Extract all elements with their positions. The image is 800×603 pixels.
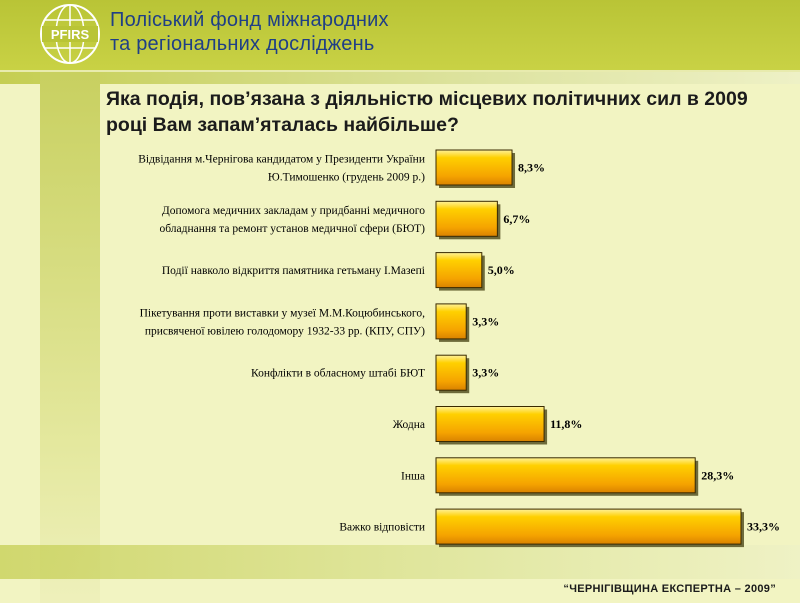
bar-group: 5,0% Події навколо відкриття памятника ге… <box>162 252 515 291</box>
bar-group: 6,7% Допомога медичних закладам у придбан… <box>159 200 530 240</box>
bar <box>435 457 696 494</box>
organization-name: Поліський фонд міжнародних та регіональн… <box>110 8 389 56</box>
bar-group: 8,3% Відвідання м.Чернігова кандидатом у … <box>138 149 545 188</box>
data-label: 28,3% <box>701 468 734 482</box>
logo-text: PFIRS <box>51 27 90 42</box>
bar <box>435 406 545 442</box>
bar <box>435 303 467 340</box>
header-divider <box>0 70 800 72</box>
bar <box>435 508 742 545</box>
footer-caption: “ЧЕРНІГІВЩИНА ЕКСПЕРТНА – 2009” <box>563 583 776 595</box>
category-label: Важко відповісти <box>339 522 425 534</box>
decorative-band-bottom <box>0 545 800 579</box>
decorative-stripe-top <box>0 72 800 84</box>
bar-group: 3,3% Конфлікти в обласному штабі БЮТ <box>251 354 499 394</box>
category-label: Відвідання м.Чернігова кандидатом у През… <box>138 154 425 166</box>
org-name-line-1: Поліський фонд міжнародних <box>110 9 389 31</box>
bar-group: 33,3% Важко відповісти <box>339 508 780 548</box>
category-label: Жодна <box>393 419 425 431</box>
bar <box>435 252 483 289</box>
data-label: 5,0% <box>488 263 515 277</box>
bar <box>435 354 467 391</box>
bar <box>435 200 498 237</box>
bar-group: 3,3% Пікетування проти виставки у музеї М… <box>140 303 499 342</box>
category-label: Пікетування проти виставки у музеї М.М.К… <box>140 307 426 319</box>
data-label: 3,3% <box>472 314 499 328</box>
category-label: обладнання та ремонт установ медичної сф… <box>159 223 425 235</box>
data-label: 33,3% <box>747 520 780 534</box>
data-label: 6,7% <box>503 212 530 226</box>
data-label: 8,3% <box>518 161 545 175</box>
category-label: присвяченої ювілею голодомору 1932-33 рр… <box>145 325 425 337</box>
decorative-band-left <box>40 72 100 603</box>
category-label: Допомога медичних закладам у придбанні м… <box>162 205 425 217</box>
category-label: Ю.Тимошенко (грудень 2009 р.) <box>268 172 425 184</box>
bar-group: 28,3% Інша <box>401 457 734 496</box>
org-name-line-2: та регіональних досліджень <box>110 33 375 55</box>
category-label: Події навколо відкриття памятника гетьма… <box>162 265 425 277</box>
data-label: 3,3% <box>472 366 499 380</box>
category-label: Інша <box>401 470 425 482</box>
category-label: Конфлікти в обласному штабі БЮТ <box>251 368 425 380</box>
bar-group: 11,8% Жодна <box>393 406 582 445</box>
chart-title: Яка подія, пов’язана з діяльністю місцев… <box>106 88 748 136</box>
header-bar: PFIRS Поліський фонд міжнародних та регі… <box>0 0 800 72</box>
data-label: 11,8% <box>550 417 582 431</box>
pfirs-logo: PFIRS <box>40 4 100 64</box>
bar <box>435 149 513 186</box>
